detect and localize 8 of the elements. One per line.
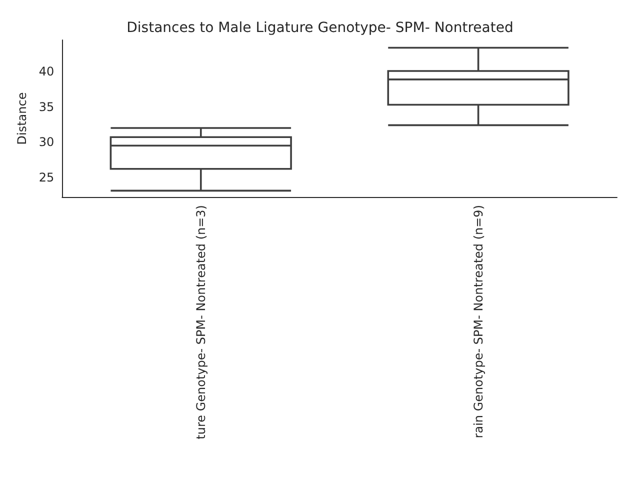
y-tick-label: 30	[38, 135, 54, 150]
chart-title: Distances to Male Ligature Genotype- SPM- Nontreated	[126, 20, 514, 36]
x-tick-label: ture Genotype- SPM- Nontreated (n=3)	[194, 205, 208, 440]
y-tick-label: 40	[38, 64, 54, 79]
y-tick-label: 25	[38, 170, 54, 184]
y-tick-label: 35	[38, 100, 54, 114]
y-axis-title: Distance	[15, 92, 29, 145]
x-tick-label: rain Genotype- SPM- Nontreated (n=9)	[471, 205, 486, 438]
